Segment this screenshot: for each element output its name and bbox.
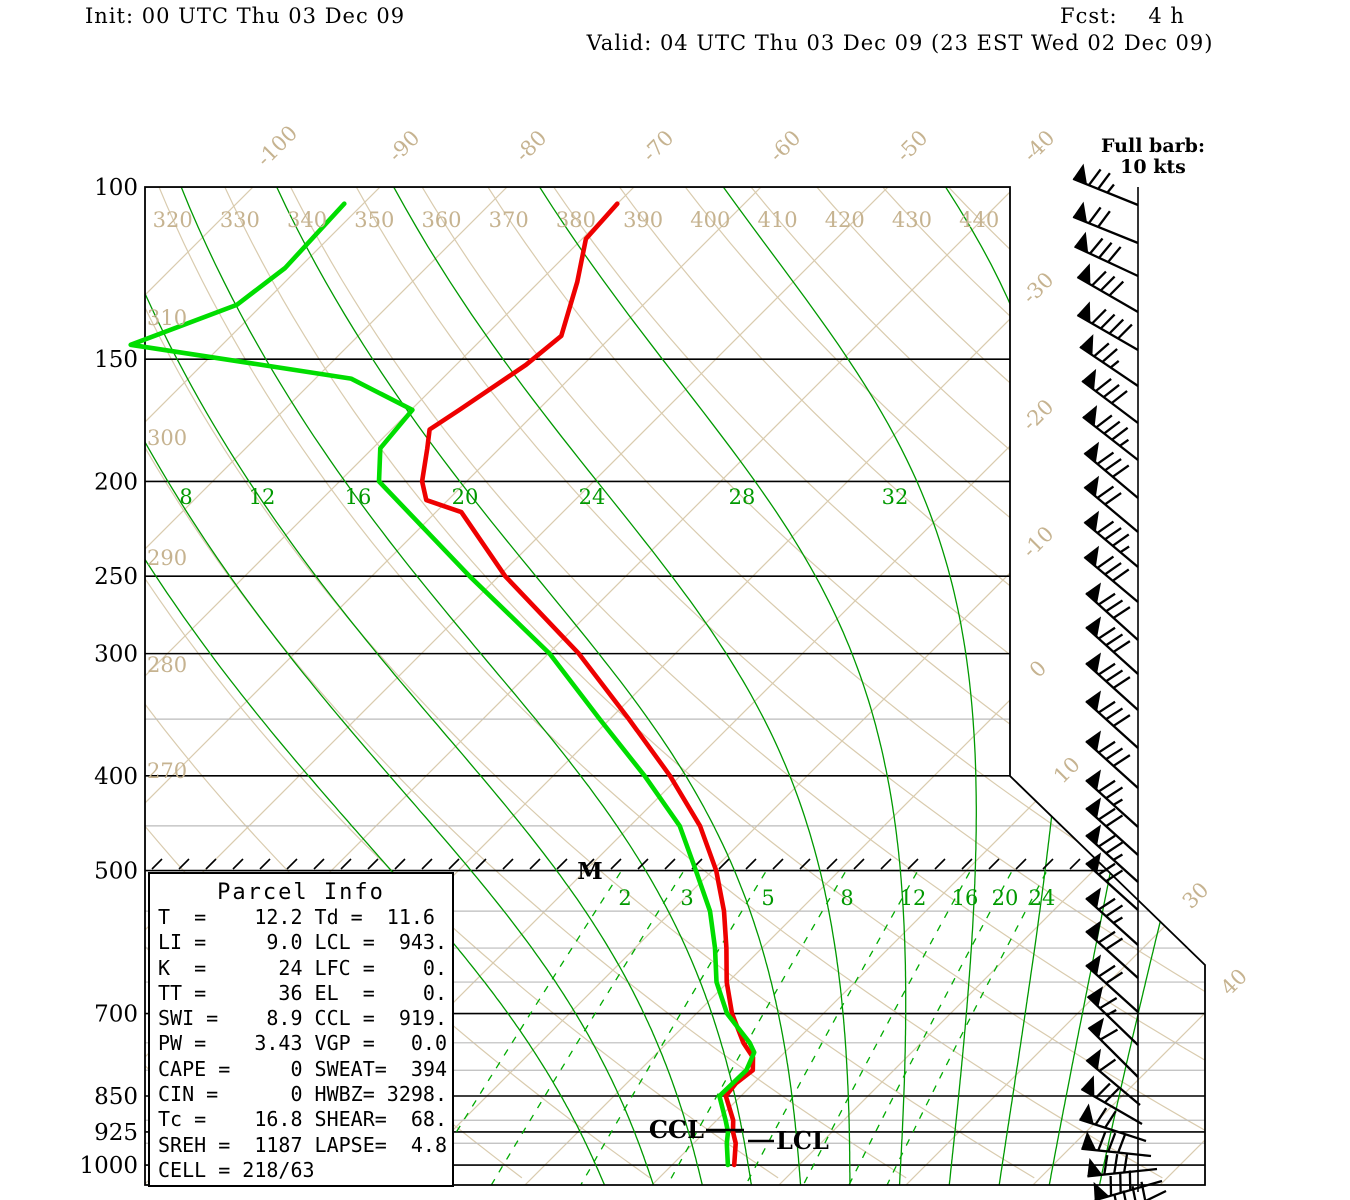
svg-text:300: 300 [147,426,187,450]
svg-text:430: 430 [892,208,932,232]
wind-barb-legend-line1: Full barb: [1101,135,1205,157]
svg-text:290: 290 [147,546,187,570]
svg-text:12: 12 [249,485,276,509]
svg-text:40: 40 [1216,964,1252,1000]
hatch-500-line [151,858,1081,870]
svg-text:12: 12 [900,886,927,910]
svg-text:200: 200 [94,469,138,495]
theta-labels-left: 310 300 290 280 270 [147,306,187,783]
svg-text:270: 270 [147,759,187,783]
svg-text:2: 2 [618,886,631,910]
svg-text:400: 400 [690,208,730,232]
svg-text:8: 8 [840,886,853,910]
svg-text:320: 320 [153,208,193,232]
svg-text:-50: -50 [892,126,933,167]
parcel-info-line: Tc = 16.8 SHEAR= 68. [158,1107,447,1132]
temperature-profile [419,201,756,1168]
svg-text:-100: -100 [252,121,302,171]
svg-text:310: 310 [147,306,187,330]
dewpoint-profile [128,201,757,1168]
parcel-info-line: K = 24 LFC = 0. [158,955,447,980]
svg-text:-80: -80 [511,126,552,167]
svg-text:340: 340 [287,208,327,232]
top-temperature-labels: -100 -90 -80 -70 -60 -50 -40 [252,121,1060,171]
wind-barbs [1072,163,1167,1200]
svg-text:370: 370 [489,208,529,232]
svg-text:-30: -30 [1018,268,1059,309]
svg-text:-20: -20 [1018,395,1059,436]
svg-text:300: 300 [94,642,138,668]
theta-labels-top: 320 330 340 350 360 370 380 390 400 410 420 430 440 [153,208,1000,232]
svg-text:500: 500 [94,859,138,885]
svg-text:420: 420 [825,208,865,232]
init-time-label: Init: 00 UTC Thu 03 Dec 09 [85,4,406,28]
parcel-info-line: T = 12.2 Td = 11.6 [158,905,435,929]
svg-text:20: 20 [992,886,1019,910]
valid-time-label: Valid: 04 UTC Thu 03 Dec 09 (23 EST Wed … [586,31,1214,55]
svg-text:350: 350 [354,208,394,232]
parcel-info-line: LI = 9.0 LCL = 943. [158,930,447,955]
svg-text:M: M [577,858,602,885]
moist-adiabats [145,187,1205,1185]
parcel-info-line: PW = 3.43 VGP = 0.0 [158,1031,447,1056]
svg-text:16: 16 [345,485,372,509]
svg-text:-70: -70 [638,126,679,167]
forecast-hour-label: Fcst: 4 h [1060,4,1185,28]
svg-text:-90: -90 [384,126,425,167]
parcel-info-box: Parcel Info T = 12.2 Td = 11.6 LI = 9.0 … [148,872,454,1187]
mixing-ratio-lines [422,871,1047,1185]
svg-text:400: 400 [94,764,138,790]
svg-text:20: 20 [452,485,479,509]
svg-text:24: 24 [1029,886,1056,910]
svg-text:925: 925 [94,1120,138,1146]
svg-text:-40: -40 [1019,126,1060,167]
parcel-info-title: Parcel Info [217,880,385,905]
svg-text:1000: 1000 [79,1153,138,1179]
wind-barb-legend: Full barb: 10 kts [1078,136,1228,178]
mixing-ratio-labels: 2 3 5 8 12 16 20 24 [618,886,1055,910]
svg-text:-10: -10 [1018,522,1059,563]
svg-text:30: 30 [1178,878,1214,914]
svg-text:250: 250 [94,564,138,590]
svg-text:330: 330 [220,208,260,232]
svg-text:150: 150 [94,347,138,373]
svg-text:280: 280 [147,653,187,677]
wind-barb-legend-line2: 10 kts [1120,156,1186,178]
svg-text:-60: -60 [765,126,806,167]
svg-text:10: 10 [1049,752,1085,788]
svg-text:32: 32 [882,485,909,509]
svg-text:5: 5 [761,886,774,910]
level-annotations: CCL LCL M [577,858,829,1155]
svg-text:410: 410 [757,208,797,232]
pressure-axis-labels: 100 150 200 250 300 400 500 700 850 925 1000 [79,175,138,1179]
svg-text:28: 28 [729,485,756,509]
isotherms [145,187,1205,1185]
svg-text:380: 380 [556,208,596,232]
svg-text:24: 24 [579,485,606,509]
svg-text:850: 850 [94,1084,138,1110]
parcel-info-line: SWI = 8.9 CCL = 919. [158,1006,447,1031]
parcel-info-line: CAPE = 0 SWEAT= 394 [158,1056,447,1081]
parcel-info-line: CELL = 218/63 [158,1157,315,1182]
chart-outline [144,186,1206,1186]
parcel-info-line: SREH = 1187 LAPSE= 4.8 [158,1132,447,1157]
svg-text:16: 16 [952,886,979,910]
svg-text:0: 0 [1025,656,1051,682]
svg-text:3: 3 [680,886,693,910]
svg-text:CCL: CCL [649,1115,704,1144]
svg-text:390: 390 [623,208,663,232]
parcel-info-line: TT = 36 EL = 0. [158,980,447,1005]
moist-adiabat-labels: 8 12 16 20 24 28 32 [179,485,908,509]
svg-text:8: 8 [179,485,192,509]
svg-text:440: 440 [959,208,999,232]
svg-text:360: 360 [421,208,461,232]
parcel-info-line: CIN = 0 HWBZ= 3298. [158,1082,447,1107]
svg-text:100: 100 [94,175,138,201]
svg-text:700: 700 [94,1002,138,1028]
svg-text:LCL: LCL [776,1126,829,1155]
